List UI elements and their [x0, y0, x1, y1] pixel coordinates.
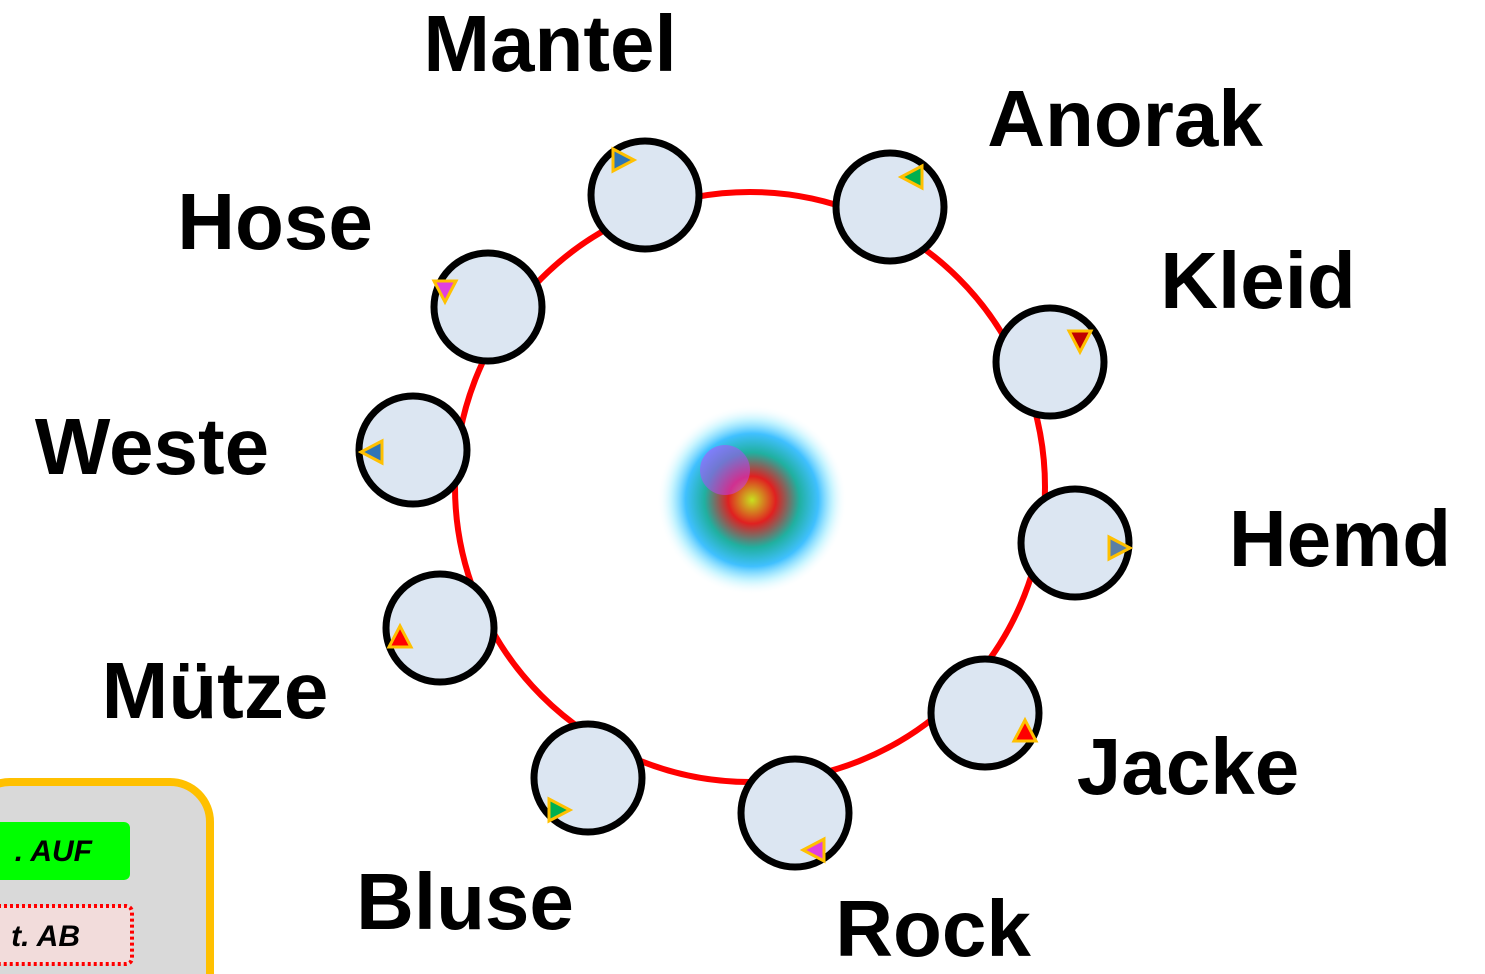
center-image-petal — [700, 445, 750, 495]
node-label: Kleid — [1160, 236, 1356, 325]
node-label: Hose — [177, 177, 373, 266]
node[interactable] — [741, 759, 849, 867]
button-up-label[interactable]: . AUF — [15, 835, 93, 868]
node-label: Weste — [35, 402, 269, 491]
node[interactable] — [434, 253, 542, 361]
node-label: Hemd — [1229, 494, 1451, 583]
node[interactable] — [996, 308, 1104, 416]
button-down-label[interactable]: t. AB — [11, 920, 80, 953]
node[interactable] — [836, 153, 944, 261]
node[interactable] — [931, 659, 1039, 767]
node-label: Rock — [835, 884, 1031, 973]
node-label: Bluse — [356, 857, 574, 946]
node[interactable] — [591, 141, 699, 249]
node-label: Mantel — [423, 0, 676, 88]
node-label: Jacke — [1077, 722, 1299, 811]
node-label: Anorak — [987, 74, 1263, 163]
center-image — [657, 405, 847, 595]
diagram: Mantel Anorak Kleid Hemd Jacke Rock Bluse Mütze… — [0, 0, 1485, 974]
node-label: Mütze — [102, 646, 329, 735]
